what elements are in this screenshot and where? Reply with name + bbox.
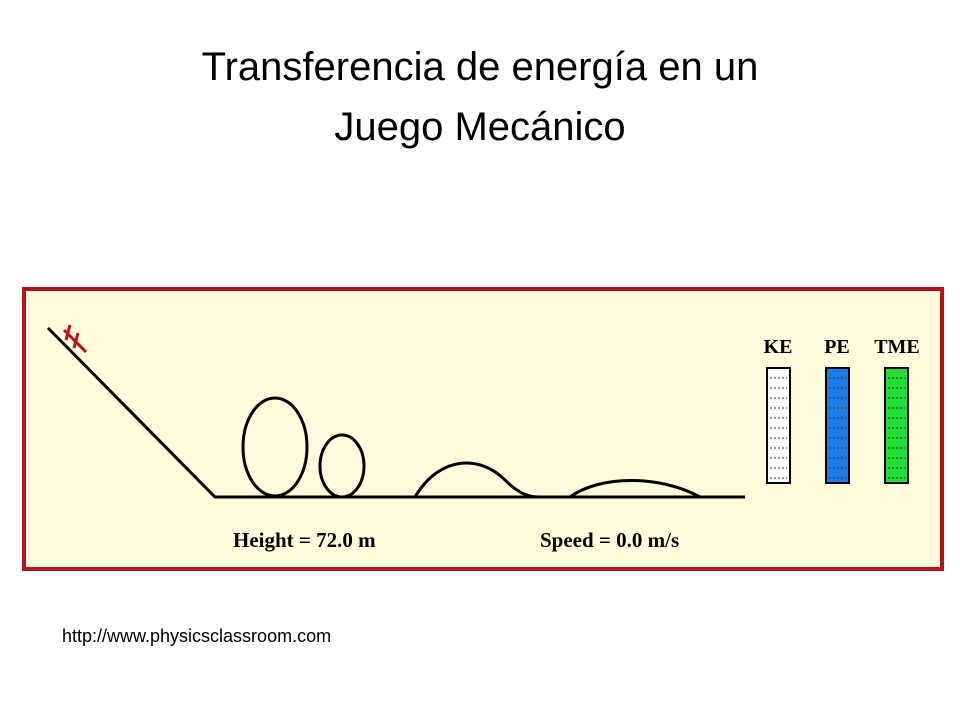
meter-label: PE bbox=[824, 336, 850, 358]
meter-label: TME bbox=[874, 336, 920, 358]
height-label: Height = 72.0 m bbox=[233, 528, 376, 552]
source-url: http://www.physicsclassroom.com bbox=[62, 626, 331, 646]
ke-meter bbox=[766, 367, 791, 484]
title-line: Juego Mecánico bbox=[334, 105, 625, 149]
speed-label: Speed = 0.0 m/s bbox=[540, 528, 679, 552]
meter-label: KE bbox=[764, 336, 793, 358]
pe-meter bbox=[825, 367, 850, 484]
tme-meter bbox=[884, 367, 909, 484]
track bbox=[46, 326, 745, 499]
meter-ticks bbox=[770, 377, 905, 479]
title-line: Transferencia de energía en un bbox=[202, 45, 759, 89]
cart bbox=[62, 324, 88, 354]
simulation-frame bbox=[22, 287, 944, 571]
